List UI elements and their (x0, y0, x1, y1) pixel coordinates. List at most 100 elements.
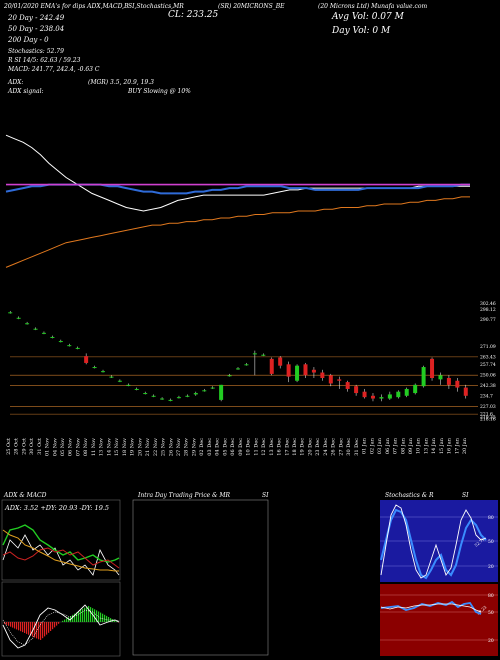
date-tick-label: 15 Jan (439, 437, 445, 454)
date-tick-label: 04 Nov (52, 438, 58, 456)
date-tick-label: 05 Dec (222, 438, 228, 456)
candle-8 (75, 346, 80, 350)
rsi-tick-80: 80 (488, 593, 494, 599)
macd-bar (104, 614, 106, 622)
candle-4 (41, 331, 46, 335)
price-tick-label: 227.03 (480, 404, 496, 410)
macd-bar (44, 622, 46, 637)
candle-body (67, 345, 72, 347)
candle-50 (430, 357, 435, 381)
candle-body (438, 375, 443, 380)
macd-bar (34, 622, 36, 638)
ema-line-1 (5, 183, 470, 195)
date-tick-label: 11 Nov (91, 438, 97, 456)
macd-bar (22, 622, 24, 633)
candle-body (269, 358, 274, 374)
date-tick-label: 18 Dec (292, 438, 298, 456)
candle-39 (337, 376, 342, 389)
date-tick-label: 29 Oct (21, 438, 27, 455)
candle-42 (362, 388, 367, 399)
date-tick-label: 02 Jan (369, 437, 375, 454)
macd-bar (42, 622, 44, 639)
macd-bar (110, 618, 112, 622)
macd-histogram (4, 606, 120, 640)
candle-18 (160, 397, 165, 400)
macd-bar (108, 617, 110, 622)
price-tick-label: 298.12 (480, 307, 496, 313)
candle-12 (109, 375, 114, 378)
macd-bar (106, 615, 108, 622)
candle-body (387, 394, 392, 399)
date-tick-label: 14 Jan (431, 437, 437, 454)
candle-33 (286, 361, 291, 383)
date-tick-label: 13 Jan (424, 437, 430, 454)
price-tick-label: 290.77 (480, 317, 496, 323)
candle-body (303, 364, 308, 376)
avg-volume: Avg Vol: 0.07 M (332, 12, 404, 22)
macd-bar (14, 622, 16, 629)
candle-47 (404, 387, 409, 398)
macd-bar (28, 622, 30, 635)
candle-13 (117, 379, 122, 383)
candle-body (328, 375, 333, 384)
candle-body (404, 388, 409, 396)
candle-1 (16, 316, 21, 320)
date-tick-label: 05 Nov (60, 438, 66, 456)
macd-bar (18, 622, 20, 631)
macd-bar (54, 622, 56, 628)
date-tick-label: 06 Nov (68, 438, 74, 456)
candle-body (370, 395, 375, 399)
date-tick-label: 28 Oct (14, 438, 20, 455)
candle-body (33, 328, 38, 330)
adx-label: ADX: (8, 79, 24, 86)
ma50-label: 50 Day - 238.04 (8, 25, 65, 33)
date-tick-label: 17 Dec (284, 438, 290, 456)
candle-5 (50, 335, 55, 339)
candle-16 (143, 391, 148, 395)
candle-36 (311, 367, 316, 378)
candle-body (210, 387, 215, 389)
rsi-value-label: 59.23 (475, 604, 487, 615)
date-tick-label: 20 Nov (137, 438, 143, 456)
macd-bar (12, 622, 14, 628)
candle-body (126, 384, 131, 386)
date-axis: 25 Oct 28 Oct 29 Oct 30 Oct 31 Oct 01 Nov 04 N… (6, 437, 468, 456)
candle-body (176, 397, 181, 399)
candle-body (430, 358, 435, 378)
date-tick-label: 07 Jan (393, 437, 399, 454)
date-tick-label: 29 Nov (192, 438, 198, 456)
candle-body (295, 365, 300, 381)
macd-bar (8, 622, 10, 626)
date-tick-label: 04 Dec (215, 438, 221, 456)
macd-bar (50, 622, 52, 631)
date-tick-label: 25 Nov (161, 438, 167, 456)
candle-body (320, 372, 325, 378)
candle-body (337, 379, 342, 381)
macd-bar (52, 622, 54, 630)
candle-10 (92, 365, 97, 369)
macd-bar (58, 622, 60, 624)
adx-signal-label: ADX signal: (8, 88, 44, 95)
macd-bar (30, 622, 32, 636)
price-tick-label: 250.06 (480, 373, 496, 379)
candle-body (41, 332, 46, 334)
candle-21 (185, 394, 190, 398)
macd-bar (98, 611, 100, 622)
rsi-tick-20: 20 (488, 638, 494, 644)
candle-body (286, 364, 291, 377)
date-tick-label: 01 Jan (362, 437, 368, 454)
date-tick-label: 15 Nov (114, 438, 120, 456)
price-tick-label: 218.16 (480, 416, 496, 422)
date-tick-label: 26 Dec (331, 438, 337, 456)
date-tick-label: 27 Dec (338, 438, 344, 456)
macd-panel (1, 581, 121, 657)
macd-bar (10, 622, 12, 627)
macd-bar (88, 606, 90, 622)
macd-bar (16, 622, 18, 630)
candle-14 (126, 383, 131, 387)
macd-bar (20, 622, 22, 632)
price-tick-label: 219.35 (480, 415, 496, 421)
candle-body (193, 393, 198, 395)
candle-45 (387, 391, 392, 400)
